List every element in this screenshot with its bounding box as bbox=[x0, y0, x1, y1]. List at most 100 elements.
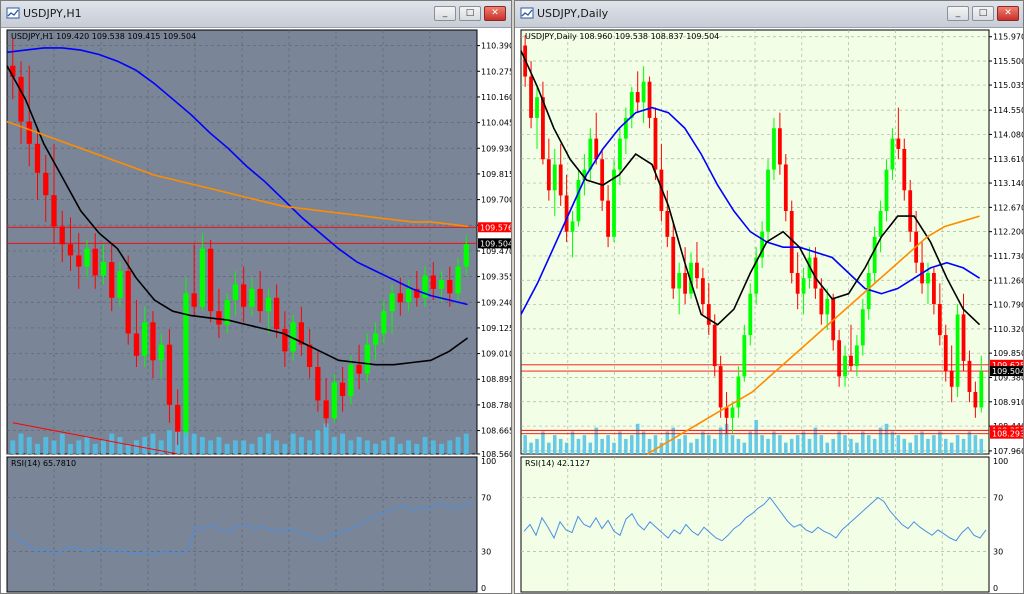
rsi-axis-label: 0 bbox=[993, 584, 998, 593]
candle-body bbox=[125, 271, 131, 334]
candle-body bbox=[576, 179, 581, 222]
volume-bar bbox=[76, 440, 82, 454]
price-tag bbox=[478, 238, 511, 249]
candle-body bbox=[191, 293, 197, 307]
candle-body bbox=[552, 164, 557, 191]
volume-bar bbox=[265, 433, 271, 454]
price-axis-label: 111.260 bbox=[993, 276, 1023, 285]
volume-bar bbox=[150, 433, 156, 454]
candle-body bbox=[588, 138, 593, 170]
volume-bar bbox=[671, 427, 676, 454]
candle-body bbox=[463, 244, 469, 267]
candle-body bbox=[760, 231, 765, 258]
candle-body bbox=[937, 304, 942, 336]
candle-body bbox=[872, 236, 877, 274]
price-axis-label: 108.560 bbox=[481, 450, 511, 459]
volume-bar bbox=[422, 437, 428, 454]
volume-bar bbox=[51, 440, 57, 454]
volume-bar bbox=[257, 437, 263, 454]
candle-body bbox=[754, 257, 759, 294]
price-axis-label: 110.275 bbox=[481, 67, 511, 76]
candle-body bbox=[183, 293, 189, 432]
price-axis-label: 109.470 bbox=[481, 247, 511, 256]
volume-bar bbox=[896, 435, 901, 454]
volume-bar bbox=[463, 433, 469, 454]
volume-bar bbox=[872, 438, 877, 454]
volume-bar bbox=[908, 442, 912, 454]
candle-body bbox=[208, 248, 214, 312]
maximize-button[interactable]: □ bbox=[459, 6, 481, 21]
candle-body bbox=[671, 236, 676, 289]
price-chart-daily[interactable]: 115.970 115.500 115.035 114.550 114.080 113.6… bbox=[515, 28, 1023, 593]
candle-body bbox=[447, 279, 453, 294]
price-axis-label: 112.200 bbox=[993, 228, 1023, 237]
candle-body bbox=[783, 164, 788, 211]
price-axis-label: 107.960 bbox=[993, 447, 1023, 456]
volume-bar bbox=[552, 435, 557, 454]
chart-window-h1[interactable]: USDJPY,H1 _ □ ✕ 110.390 110.275 110.160 110… bbox=[0, 0, 512, 594]
maximize-button[interactable]: □ bbox=[972, 6, 994, 21]
price-axis-label: 111.730 bbox=[993, 252, 1023, 261]
minimize-button[interactable]: _ bbox=[947, 6, 969, 21]
volume-bar bbox=[576, 438, 581, 454]
candle-body bbox=[199, 248, 206, 307]
volume-bar bbox=[381, 440, 387, 454]
volume-bar bbox=[241, 440, 247, 454]
candle-body bbox=[216, 311, 222, 325]
volume-bar bbox=[348, 440, 354, 454]
candle-body bbox=[430, 275, 436, 289]
volume-bar bbox=[784, 442, 788, 454]
volume-bar bbox=[323, 423, 329, 454]
volume-bar bbox=[736, 438, 741, 454]
price-tag-label: 109.576 bbox=[480, 223, 511, 232]
candle-body bbox=[878, 210, 883, 237]
window-titlebar[interactable]: USDJPY,Daily _ □ ✕ bbox=[515, 1, 1023, 28]
volume-bar bbox=[914, 435, 918, 454]
volume-bar bbox=[712, 438, 717, 454]
volume-bar bbox=[18, 433, 24, 454]
price-axis-label: 109.355 bbox=[481, 273, 511, 282]
volume-bar bbox=[84, 437, 90, 454]
candle-body bbox=[558, 164, 563, 196]
candle-body bbox=[801, 278, 806, 294]
minimize-button[interactable]: _ bbox=[434, 6, 456, 21]
price-axis-label: 109.010 bbox=[481, 350, 511, 359]
candle-body bbox=[133, 333, 140, 356]
volume-bar bbox=[447, 440, 453, 454]
volume-bar bbox=[208, 440, 214, 454]
candle-body bbox=[736, 376, 741, 408]
volume-bar bbox=[647, 438, 652, 454]
volume-bar bbox=[849, 438, 853, 454]
close-button[interactable]: ✕ bbox=[484, 6, 506, 21]
candle-body bbox=[224, 300, 230, 325]
volume-bar bbox=[718, 427, 723, 454]
volume-bar bbox=[35, 443, 40, 454]
candle-body bbox=[973, 391, 978, 408]
candle-body bbox=[742, 335, 747, 377]
candle-body bbox=[706, 304, 711, 325]
candle-body bbox=[718, 366, 723, 408]
candle-body bbox=[150, 322, 156, 361]
close-button[interactable]: ✕ bbox=[997, 6, 1019, 21]
price-chart-h1[interactable]: 110.390 110.275 110.160 110.045 109.930 109.8… bbox=[1, 28, 511, 593]
price-axis-label: 109.125 bbox=[481, 324, 511, 333]
rsi-line bbox=[10, 502, 473, 557]
candle-body bbox=[166, 344, 173, 405]
candle-body bbox=[564, 195, 569, 232]
candle-body bbox=[273, 297, 280, 330]
volume-bar bbox=[414, 443, 420, 454]
candle-body bbox=[43, 172, 49, 196]
candle-body bbox=[241, 284, 247, 307]
volume-bar bbox=[606, 435, 610, 454]
window-titlebar[interactable]: USDJPY,H1 _ □ ✕ bbox=[1, 1, 511, 28]
moving-average-orange bbox=[6, 120, 468, 228]
volume-bar bbox=[191, 433, 197, 454]
price-axis-label: 115.500 bbox=[993, 57, 1023, 66]
chart-window-daily[interactable]: USDJPY,Daily _ □ ✕ 115.970 115.500 115.035… bbox=[514, 0, 1024, 594]
volume-bar bbox=[630, 435, 634, 454]
candle-body bbox=[535, 97, 539, 118]
price-axis-label: 108.665 bbox=[481, 427, 511, 436]
volume-bar bbox=[772, 431, 776, 454]
volume-bar bbox=[973, 435, 978, 454]
volume-bar bbox=[789, 438, 794, 454]
